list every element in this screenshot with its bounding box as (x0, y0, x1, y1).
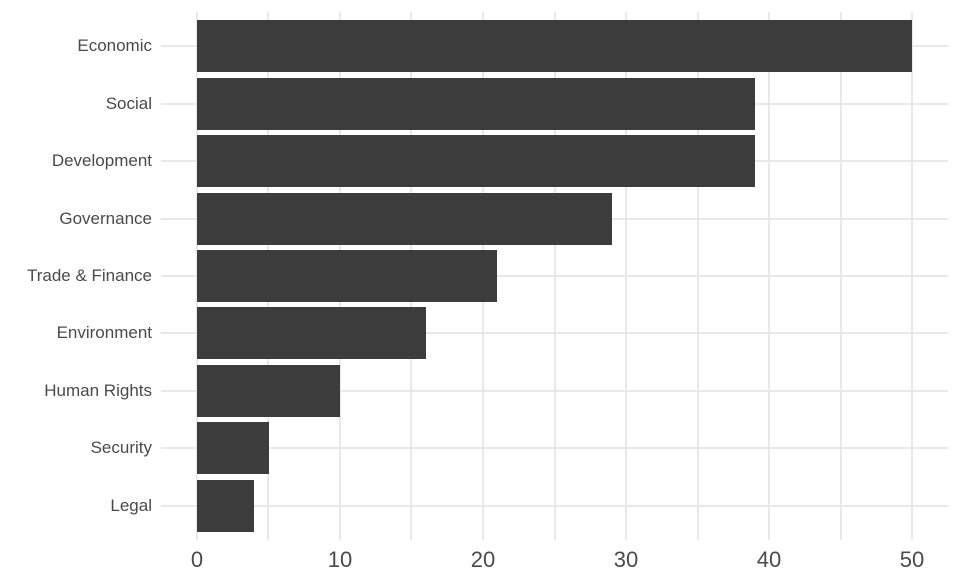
bar-governance (197, 193, 612, 245)
bar-environment (197, 307, 426, 359)
bar-human-rights (197, 365, 340, 417)
x-axis-label: 0 (190, 547, 204, 572)
x-axis-label: 40 (756, 547, 782, 572)
vertical-gridline (768, 12, 770, 540)
x-axis-label: 10 (327, 547, 353, 572)
y-axis-label: Trade & Finance (26, 266, 152, 285)
bar-development (197, 135, 755, 187)
y-axis-label: Development (51, 151, 152, 170)
bar-legal (197, 480, 254, 532)
y-axis-label: Governance (59, 209, 152, 228)
vertical-gridline (840, 12, 842, 540)
y-axis-label: Economic (77, 36, 152, 55)
x-axis-label: 50 (899, 547, 925, 572)
vertical-gridline (625, 12, 627, 540)
bar-social (197, 78, 755, 130)
bar-trade-finance (197, 250, 497, 302)
y-axis-label: Security (90, 438, 152, 457)
bar-economic (197, 20, 912, 72)
x-axis-label: 30 (613, 547, 639, 572)
vertical-gridline (697, 12, 699, 540)
y-axis-label: Social (105, 94, 152, 113)
x-axis-label: 20 (470, 547, 496, 572)
vertical-gridline (911, 12, 913, 540)
vertical-gridline (554, 12, 556, 540)
y-axis-label: Human Rights (44, 381, 152, 400)
y-axis-label: Environment (56, 323, 152, 342)
bar-security (197, 422, 269, 474)
y-axis-label: Legal (110, 496, 152, 515)
